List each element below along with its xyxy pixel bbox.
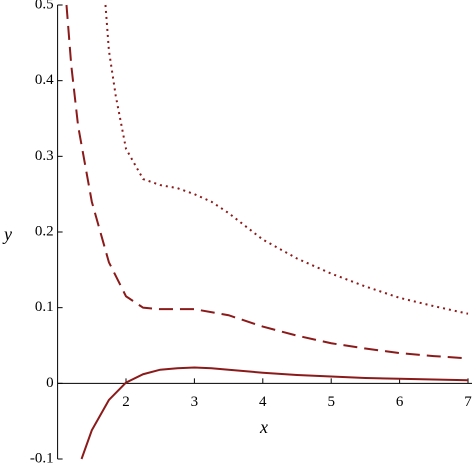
y-tick-label: -0.1	[30, 450, 54, 466]
x-tick-label: 2	[122, 394, 130, 410]
y-tick-label: 0.2	[35, 223, 54, 239]
curve	[65, 4, 469, 360]
x-tick-label: 5	[327, 394, 335, 410]
y-axis-label: y	[2, 224, 12, 244]
x-tick-label: 7	[464, 394, 472, 410]
curve	[80, 366, 469, 460]
x-tick-label: 3	[191, 394, 199, 410]
y-tick-label: 0	[46, 375, 54, 391]
curve	[104, 4, 469, 315]
y-tick-label: 0.4	[35, 72, 54, 88]
x-tick-label: 4	[259, 394, 267, 410]
x-tick-label: 6	[396, 394, 404, 410]
plot-area	[65, 4, 469, 460]
y-tick-label: 0.1	[35, 299, 54, 315]
y-tick-label: 0.5	[35, 0, 54, 12]
x-axis-label: x	[259, 417, 268, 437]
y-tick-label: 0.3	[35, 148, 54, 164]
